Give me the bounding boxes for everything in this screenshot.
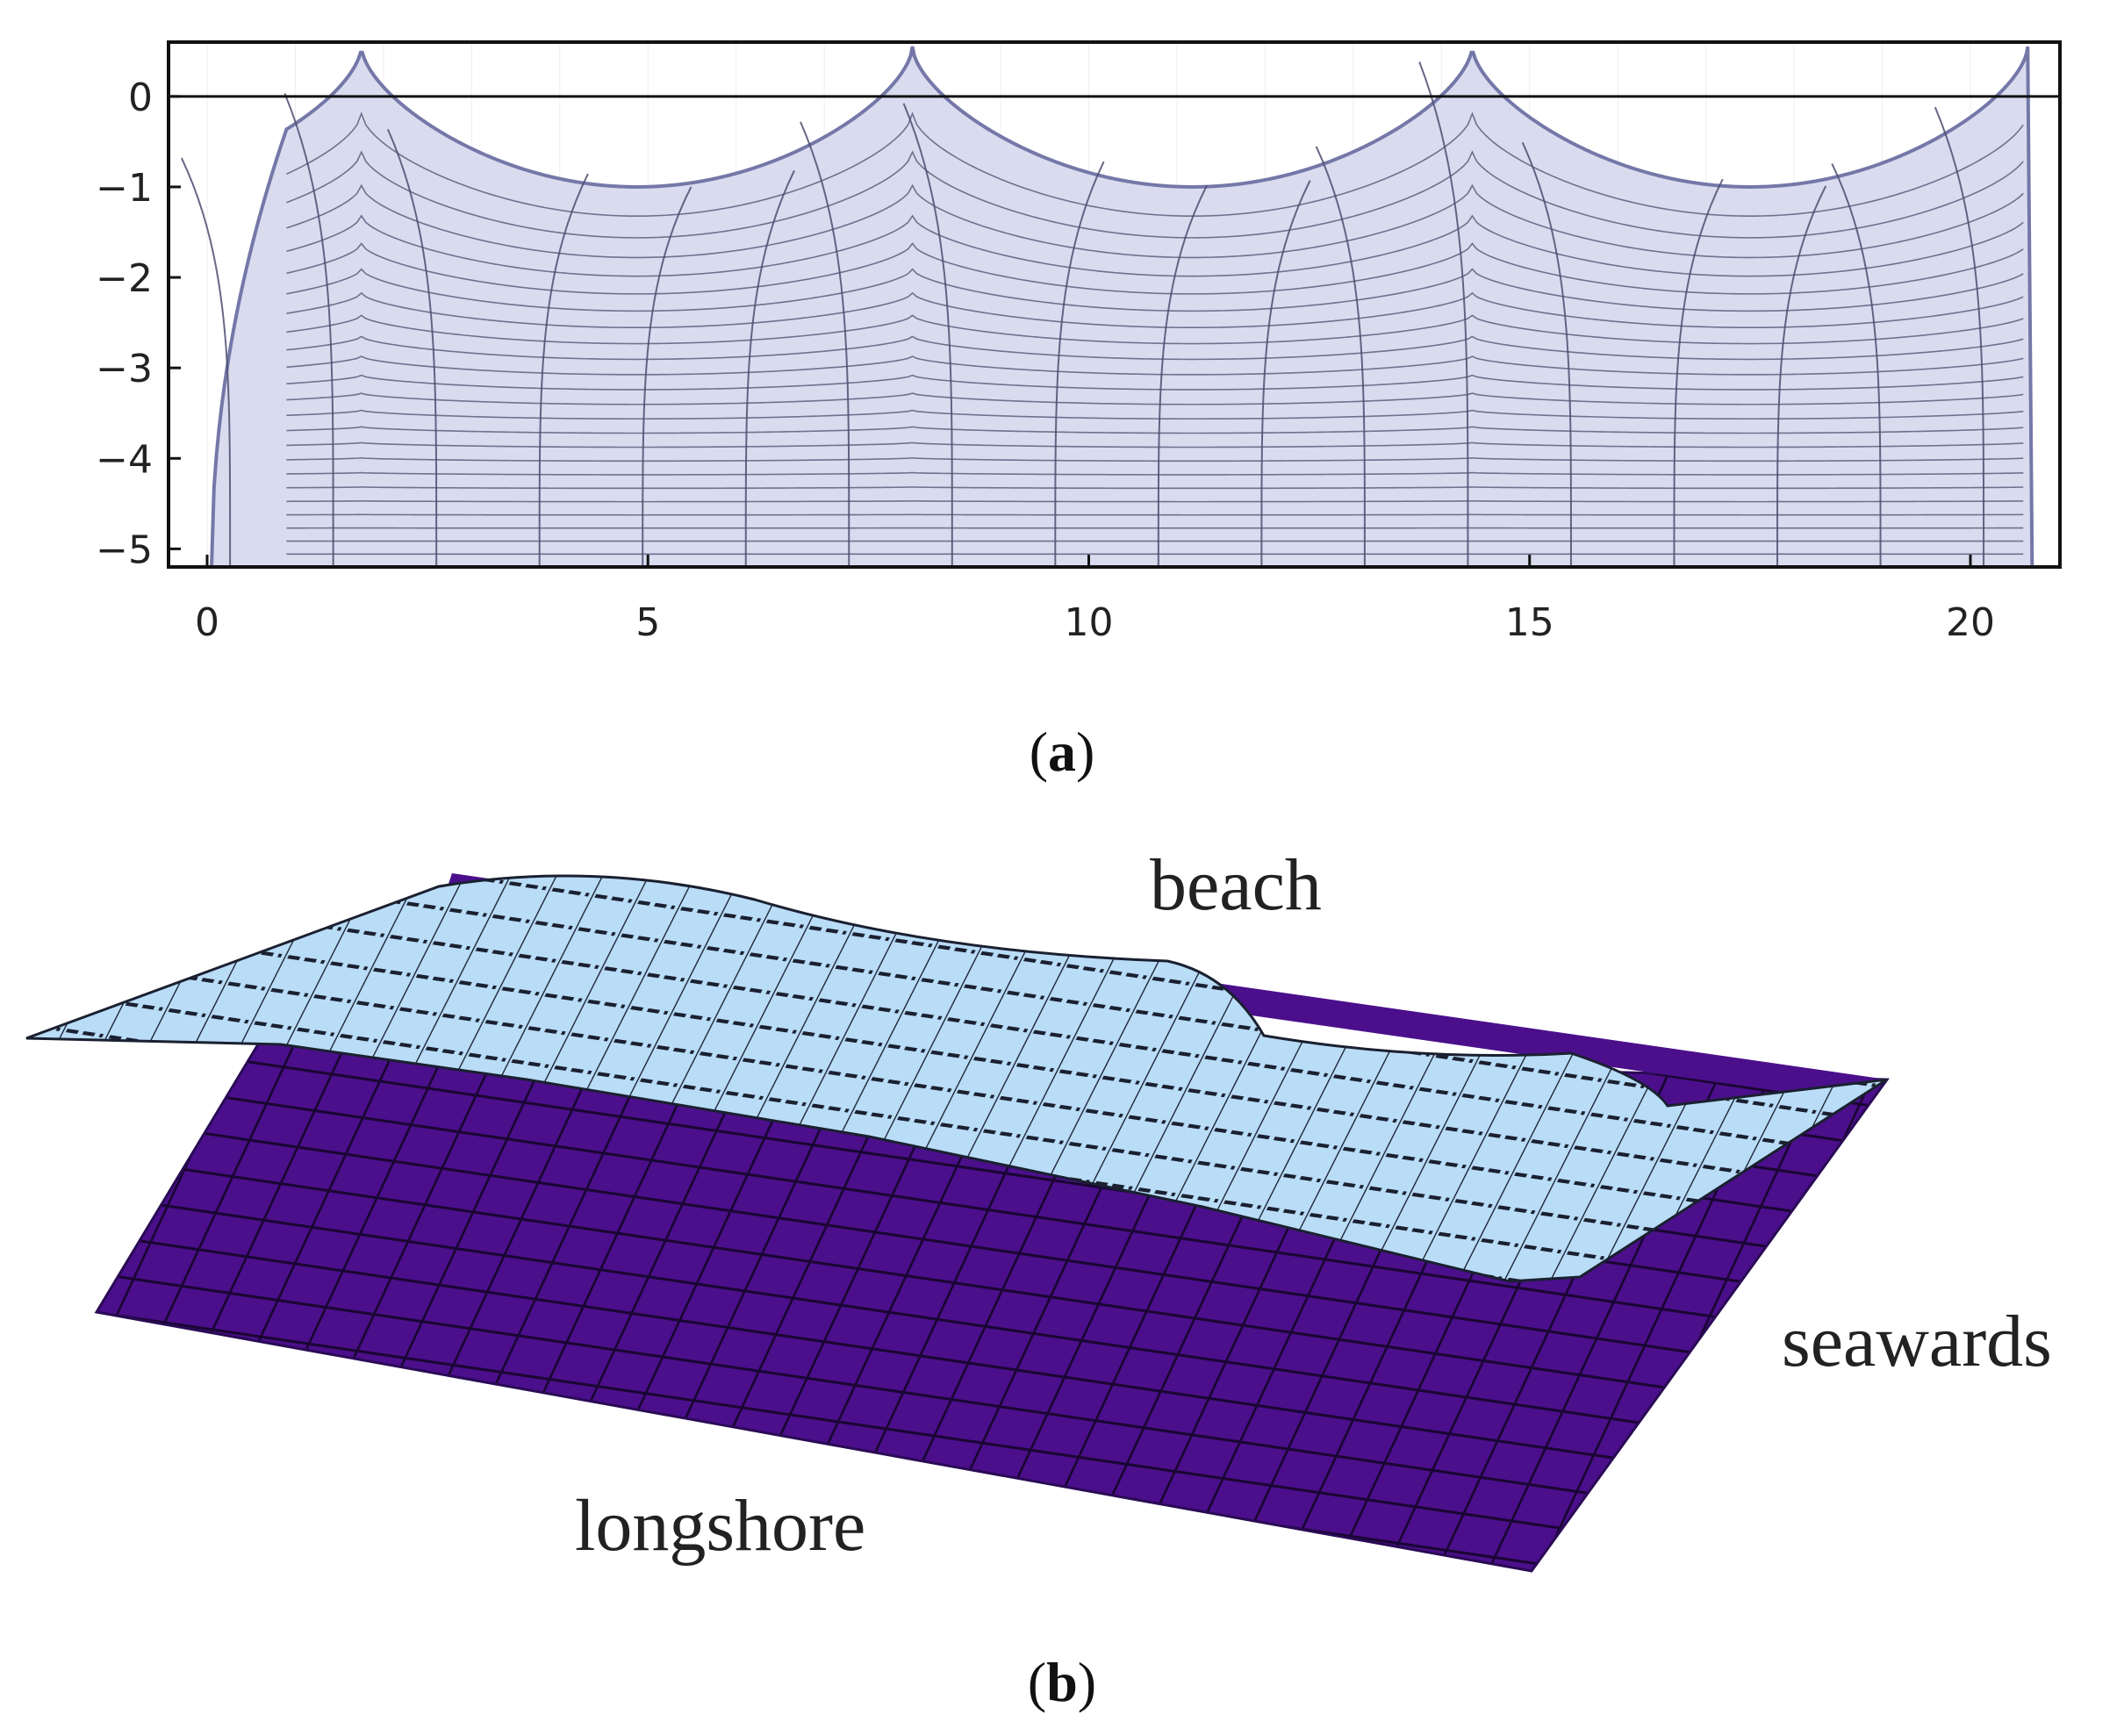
y-tick-label: 0 bbox=[128, 75, 153, 120]
axis-ticks: 0 5 10 15 20 0 −1 −2 −3 −4 −5 bbox=[96, 75, 1995, 645]
mesh-layer-line bbox=[286, 214, 2024, 277]
mesh-column-line bbox=[902, 103, 953, 567]
x-tick-label: 5 bbox=[635, 600, 660, 645]
mesh-column-line bbox=[642, 186, 692, 567]
panel-b-surface bbox=[25, 873, 1890, 1573]
mesh-layer-line bbox=[286, 456, 2024, 463]
caption-a: (a) bbox=[974, 720, 1150, 785]
mesh-layer-line bbox=[286, 441, 2024, 448]
mesh-layer-line bbox=[286, 499, 2024, 503]
y-tick-label: −1 bbox=[96, 166, 153, 211]
label-beach: beach bbox=[1150, 844, 1322, 926]
label-longshore: longshore bbox=[575, 1485, 866, 1567]
mesh-layer-line bbox=[286, 374, 2024, 391]
mesh-layer-line bbox=[286, 486, 2024, 490]
caption-b-open: ( bbox=[1027, 1651, 1047, 1713]
mesh-layer-line bbox=[286, 314, 2024, 345]
wave-fill-region bbox=[209, 46, 2034, 569]
mesh-layer-line bbox=[286, 242, 2024, 295]
mesh-column-line bbox=[387, 128, 438, 567]
mesh-layer-line bbox=[286, 409, 2024, 420]
mesh-layer-line bbox=[286, 183, 2024, 259]
y-tick-label: −3 bbox=[96, 347, 153, 391]
mesh-column-line bbox=[800, 121, 850, 567]
caption-a-letter: a bbox=[1048, 721, 1076, 783]
caption-a-open: ( bbox=[1029, 721, 1048, 783]
mesh-column-line bbox=[180, 157, 232, 567]
y-tick-label: −5 bbox=[96, 527, 153, 572]
mesh-column-line bbox=[1157, 184, 1209, 567]
mesh-column-line bbox=[1776, 185, 1827, 567]
x-tick-label: 15 bbox=[1505, 600, 1554, 645]
caption-a-close: ) bbox=[1076, 721, 1095, 783]
mesh-column-line bbox=[1673, 178, 1724, 567]
mesh-column-line bbox=[283, 93, 334, 567]
y-tick-label: −4 bbox=[96, 437, 153, 482]
y-tick-label: −2 bbox=[96, 256, 153, 301]
mesh-layer-line bbox=[286, 150, 2024, 239]
mesh-column-line bbox=[1315, 146, 1366, 567]
caption-b: (b) bbox=[974, 1650, 1150, 1715]
mesh-layer-line bbox=[286, 335, 2024, 361]
wave-mesh bbox=[180, 61, 2024, 568]
mesh-column-line bbox=[1831, 163, 1882, 567]
caption-b-close: ) bbox=[1077, 1651, 1097, 1713]
mesh-column-line bbox=[538, 173, 589, 568]
mesh-layer-line bbox=[286, 355, 2024, 376]
plot-frame bbox=[167, 40, 2062, 569]
mesh-layer-line bbox=[286, 268, 2024, 312]
mesh-column-line bbox=[1054, 161, 1105, 567]
mesh-layer-line bbox=[286, 392, 2024, 405]
mesh-layer-line bbox=[286, 426, 2024, 434]
mesh-column-line bbox=[744, 169, 795, 567]
water-surface bbox=[25, 874, 1888, 1283]
x-tick-label: 10 bbox=[1065, 600, 1114, 645]
panel-a-chart: 0 5 10 15 20 0 −1 −2 −3 −4 −5 bbox=[96, 40, 2062, 645]
mesh-column-line bbox=[1934, 106, 1985, 567]
mesh-layer-line bbox=[286, 111, 2024, 217]
x-tick-label: 20 bbox=[1946, 600, 1995, 645]
mesh-layer-line bbox=[286, 291, 2024, 329]
mesh-column-line bbox=[1418, 61, 1469, 568]
caption-b-letter: b bbox=[1046, 1651, 1078, 1713]
mesh-column-line bbox=[1260, 180, 1311, 567]
mesh-layer-line bbox=[286, 471, 2024, 476]
x-tick-label: 0 bbox=[195, 600, 219, 645]
mesh-column-line bbox=[1521, 141, 1572, 567]
label-seawards: seawards bbox=[1782, 1301, 2052, 1382]
